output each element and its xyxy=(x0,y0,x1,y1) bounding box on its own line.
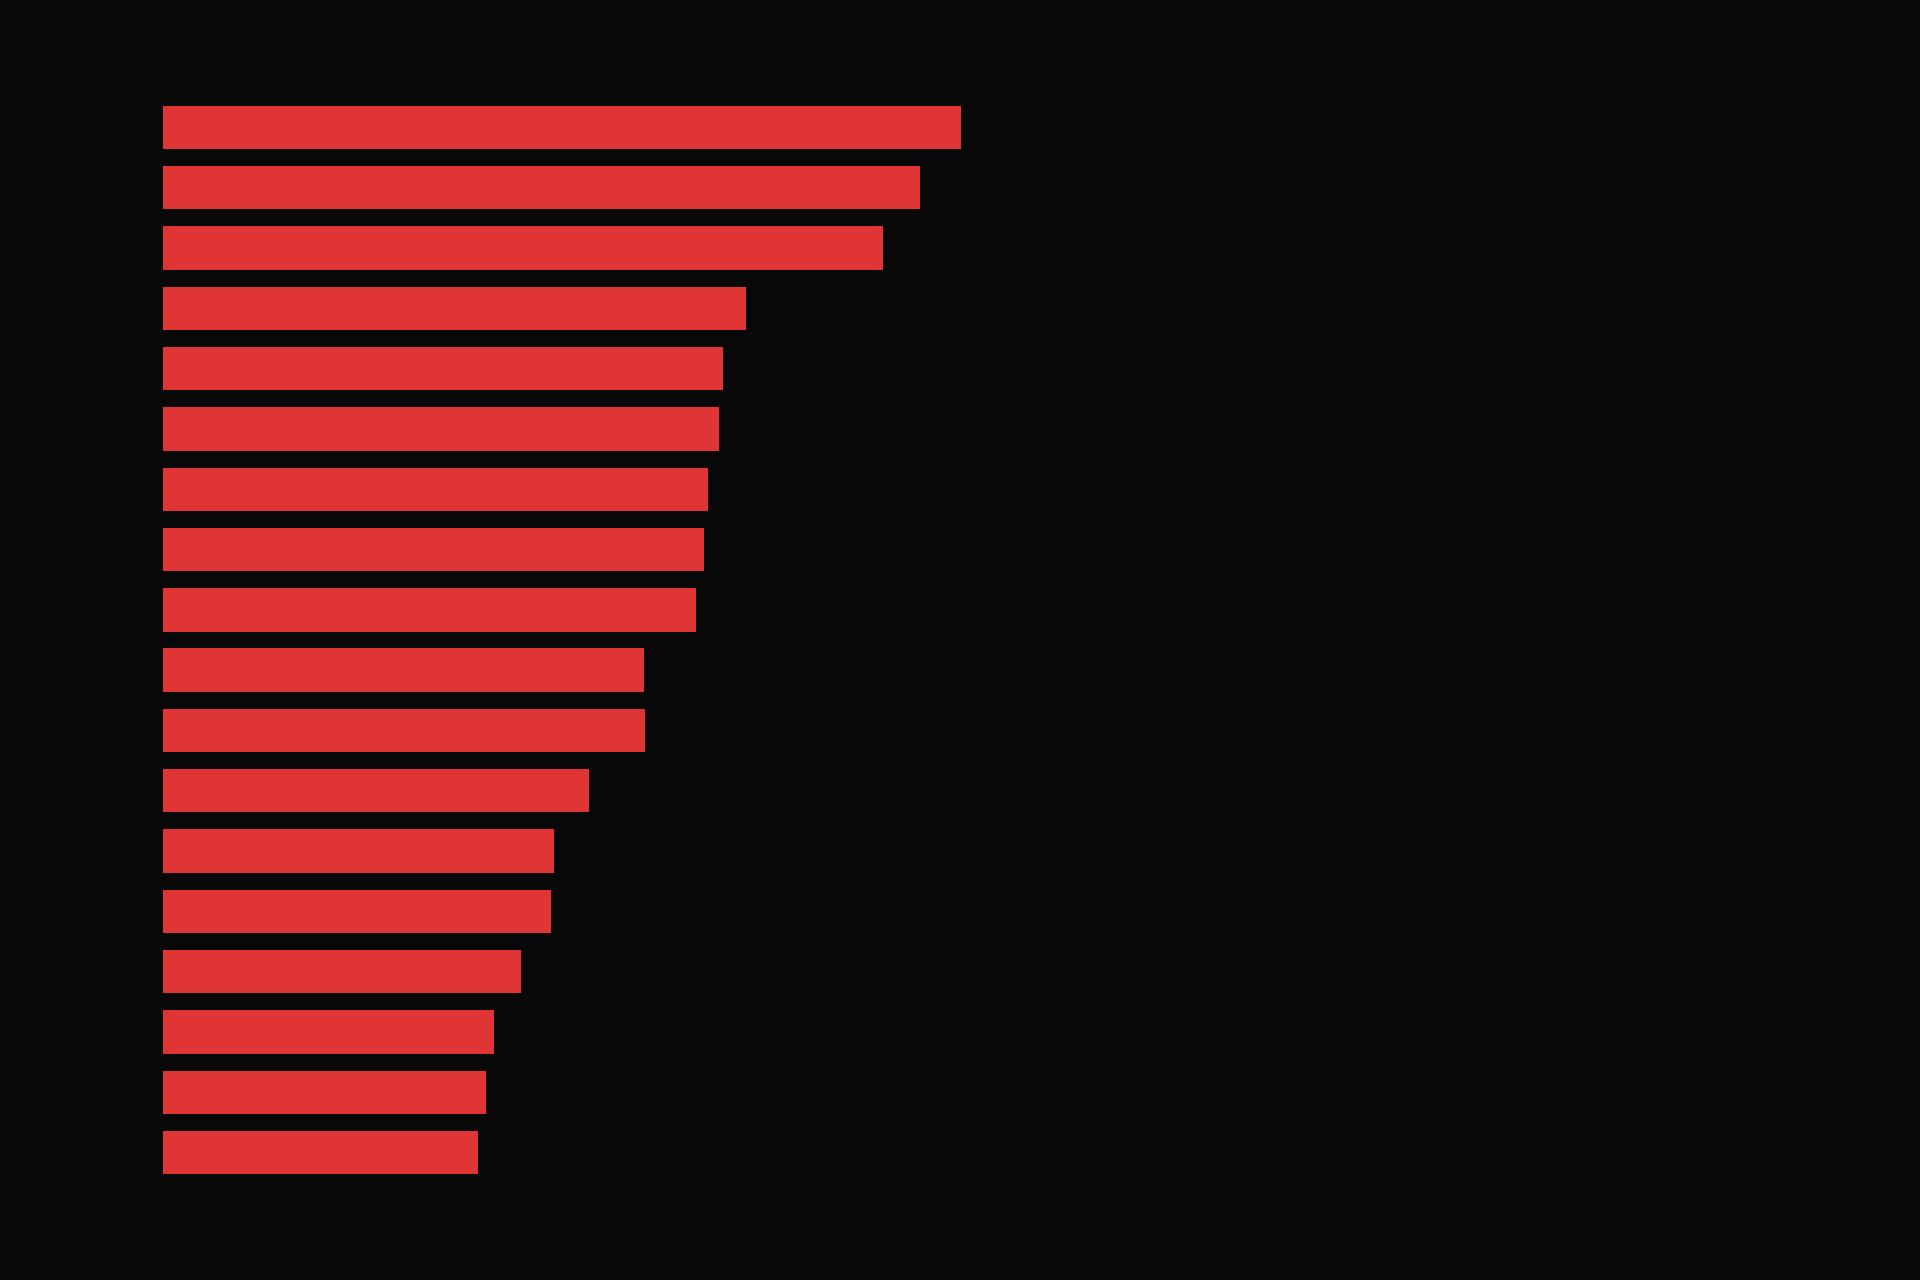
Bar xyxy=(163,287,747,330)
Bar xyxy=(163,407,720,451)
Bar xyxy=(163,347,722,390)
Bar xyxy=(163,709,645,753)
Bar xyxy=(163,890,551,933)
Bar xyxy=(163,649,643,692)
Bar xyxy=(163,1010,493,1053)
Bar xyxy=(163,588,695,631)
Bar xyxy=(163,467,708,511)
Bar xyxy=(163,166,920,210)
Bar xyxy=(163,106,960,148)
Bar xyxy=(163,829,555,873)
Bar xyxy=(163,1132,478,1174)
Bar xyxy=(163,527,705,571)
Bar xyxy=(163,769,589,813)
Bar xyxy=(163,1070,486,1114)
Bar xyxy=(163,950,520,993)
Bar xyxy=(163,227,883,270)
